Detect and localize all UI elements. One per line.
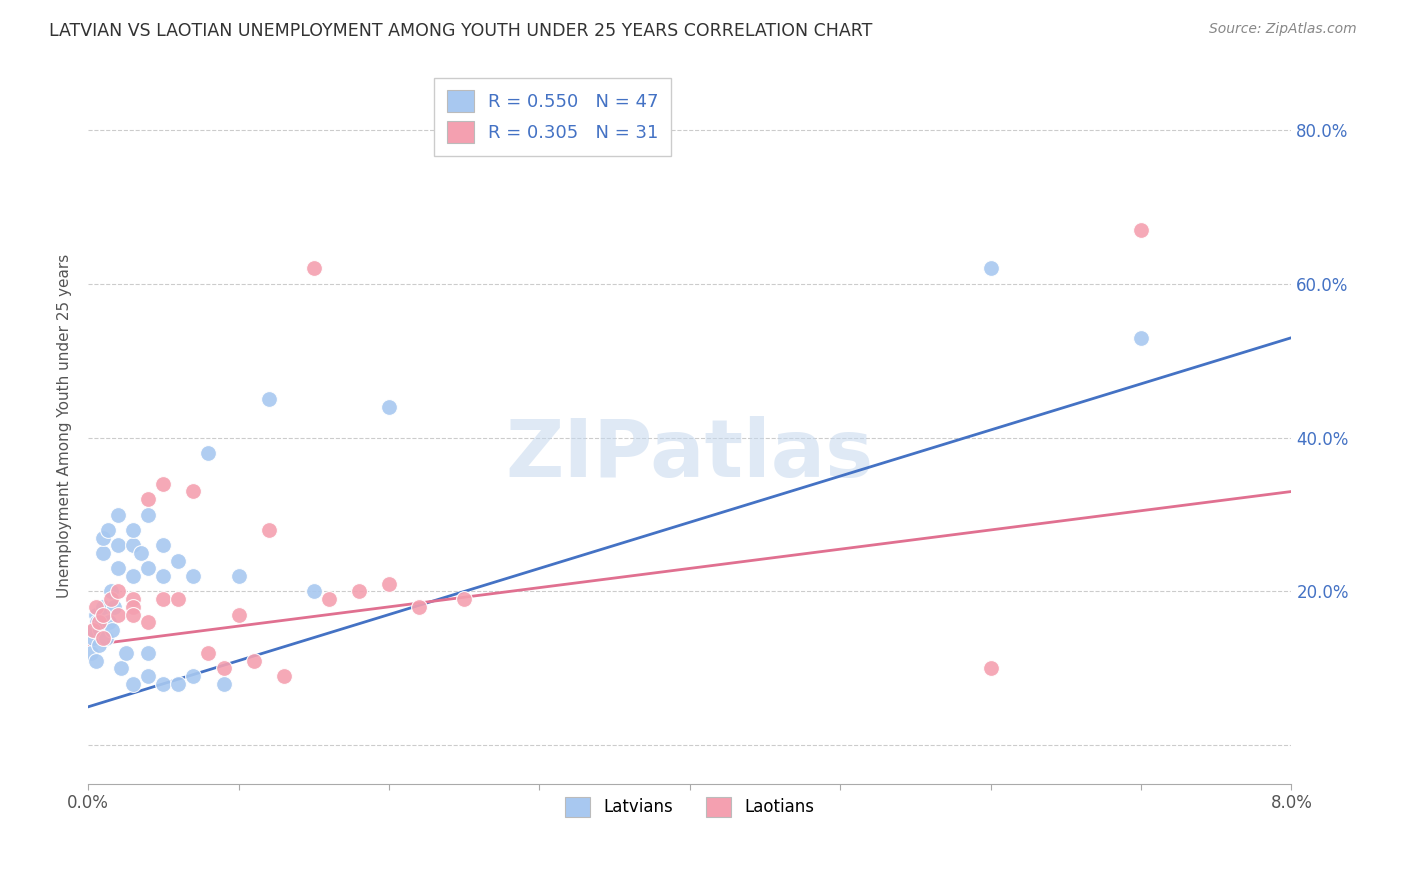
Point xyxy=(86,615,108,630)
Point xyxy=(97,523,120,537)
Point xyxy=(136,669,159,683)
Point xyxy=(91,631,114,645)
Point xyxy=(136,492,159,507)
Point xyxy=(228,607,250,622)
Point xyxy=(152,677,174,691)
Point xyxy=(107,607,129,622)
Text: ZIPatlas: ZIPatlas xyxy=(506,416,875,494)
Point xyxy=(152,538,174,552)
Point xyxy=(83,623,105,637)
Point xyxy=(91,607,114,622)
Point xyxy=(197,646,219,660)
Point xyxy=(122,538,145,552)
Point xyxy=(228,569,250,583)
Text: LATVIAN VS LAOTIAN UNEMPLOYMENT AMONG YOUTH UNDER 25 YEARS CORRELATION CHART: LATVIAN VS LAOTIAN UNEMPLOYMENT AMONG YO… xyxy=(49,22,873,40)
Point xyxy=(136,646,159,660)
Point xyxy=(152,476,174,491)
Point xyxy=(107,561,129,575)
Point xyxy=(212,677,235,691)
Point xyxy=(101,623,124,637)
Point xyxy=(114,646,136,660)
Point xyxy=(84,599,107,614)
Point xyxy=(212,661,235,675)
Point xyxy=(103,599,125,614)
Point xyxy=(84,607,107,622)
Point xyxy=(122,569,145,583)
Point xyxy=(378,400,401,414)
Point xyxy=(257,523,280,537)
Point xyxy=(273,669,295,683)
Point xyxy=(122,607,145,622)
Point xyxy=(98,615,121,630)
Point xyxy=(197,446,219,460)
Point xyxy=(257,392,280,407)
Point xyxy=(408,599,430,614)
Point xyxy=(167,677,190,691)
Point xyxy=(378,576,401,591)
Point xyxy=(80,646,103,660)
Point xyxy=(91,531,114,545)
Point xyxy=(1130,223,1153,237)
Point xyxy=(91,599,114,614)
Point xyxy=(152,592,174,607)
Point xyxy=(122,599,145,614)
Point xyxy=(89,623,111,637)
Point xyxy=(302,261,325,276)
Point xyxy=(96,631,118,645)
Point xyxy=(136,615,159,630)
Point xyxy=(82,623,104,637)
Point xyxy=(122,592,145,607)
Point xyxy=(110,661,132,675)
Point xyxy=(84,654,107,668)
Point xyxy=(100,584,122,599)
Point xyxy=(129,546,152,560)
Point xyxy=(107,508,129,522)
Point xyxy=(107,584,129,599)
Y-axis label: Unemployment Among Youth under 25 years: Unemployment Among Youth under 25 years xyxy=(58,254,72,599)
Point xyxy=(318,592,340,607)
Point xyxy=(167,592,190,607)
Point xyxy=(242,654,264,668)
Point xyxy=(107,538,129,552)
Point xyxy=(980,661,1002,675)
Point xyxy=(183,569,205,583)
Point xyxy=(980,261,1002,276)
Point xyxy=(1130,331,1153,345)
Point xyxy=(167,554,190,568)
Text: Source: ZipAtlas.com: Source: ZipAtlas.com xyxy=(1209,22,1357,37)
Point xyxy=(87,638,110,652)
Point xyxy=(302,584,325,599)
Point xyxy=(87,615,110,630)
Point xyxy=(122,523,145,537)
Point xyxy=(183,669,205,683)
Point xyxy=(100,592,122,607)
Point xyxy=(183,484,205,499)
Point xyxy=(453,592,475,607)
Point xyxy=(82,631,104,645)
Point xyxy=(122,677,145,691)
Point xyxy=(91,546,114,560)
Point xyxy=(152,569,174,583)
Point xyxy=(136,561,159,575)
Point xyxy=(90,615,112,630)
Legend: Latvians, Laotians: Latvians, Laotians xyxy=(557,789,823,825)
Point xyxy=(347,584,370,599)
Point xyxy=(136,508,159,522)
